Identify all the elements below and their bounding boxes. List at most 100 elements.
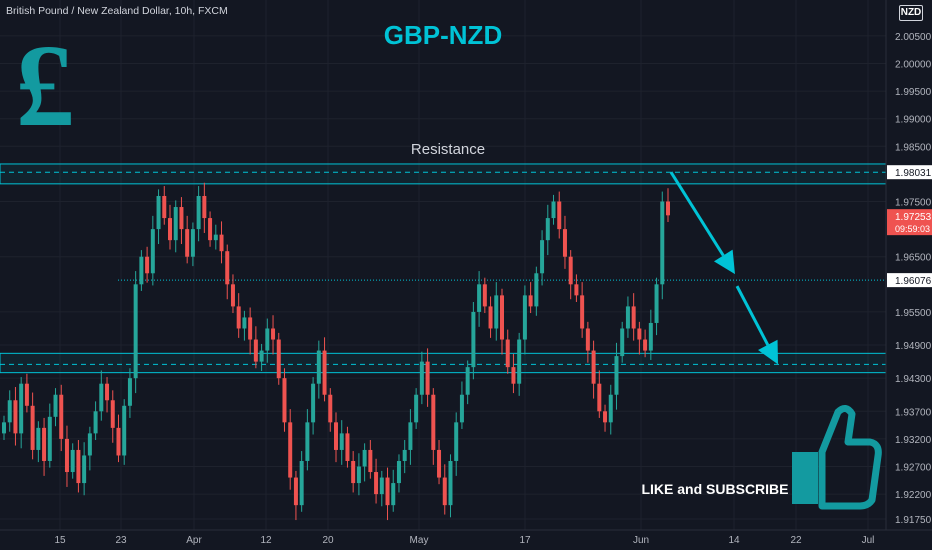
- price-tick-label: 1.93200: [895, 435, 932, 446]
- candle-body: [282, 378, 287, 423]
- candle-body: [442, 477, 447, 506]
- candle-body: [13, 400, 18, 434]
- chart-title: GBP-NZD: [383, 20, 503, 50]
- candle-body: [448, 460, 453, 506]
- candle-body: [494, 295, 499, 329]
- candle-body: [368, 449, 373, 473]
- candle-body: [24, 383, 29, 406]
- candle-body: [402, 449, 407, 461]
- candle-body: [110, 400, 115, 428]
- candle-body: [591, 350, 596, 384]
- candle-body: [654, 284, 659, 323]
- candle-body: [116, 427, 121, 456]
- candle-body: [568, 256, 573, 285]
- candle-body: [168, 218, 172, 241]
- trend-arrow-head: [713, 249, 735, 275]
- candle-body: [293, 477, 298, 506]
- candle-body: [225, 251, 230, 285]
- level-zones: [0, 163, 887, 374]
- price-axis[interactable]: 2.00500 2.00000 1.99500 1.99000 1.98500 1.975…: [885, 0, 932, 530]
- candle-body: [603, 411, 608, 423]
- candle-body: [362, 449, 367, 467]
- current-price-bg: [887, 209, 932, 236]
- resistance-label: Resistance: [410, 141, 486, 158]
- price-tick-label: 1.94300: [895, 374, 932, 385]
- trend-arrow-head: [758, 339, 778, 365]
- candle-body: [156, 195, 161, 230]
- candle-body: [219, 234, 224, 252]
- candle-body: [356, 466, 361, 484]
- support-zone: [0, 352, 887, 374]
- candle-body: [173, 207, 178, 241]
- pound-icon: £: [15, 20, 75, 151]
- candle-body: [105, 383, 110, 401]
- candle-body: [236, 306, 241, 329]
- candle-body: [316, 350, 321, 384]
- price-tick-label: 1.95500: [895, 308, 932, 319]
- candle-body: [414, 394, 419, 423]
- candle-body: [202, 195, 207, 219]
- candle-body: [345, 433, 350, 461]
- candle-body: [585, 328, 590, 351]
- time-axis[interactable]: 15 23 Apr 12 20 May 17 Jun 14 22 Jul: [0, 529, 932, 546]
- candle-body: [36, 427, 41, 450]
- price-tick-label: 2.00000: [895, 59, 932, 70]
- candle-body: [643, 339, 648, 351]
- candle-body: [334, 422, 338, 450]
- candle-body: [625, 306, 630, 329]
- candle-body: [545, 218, 550, 241]
- candle-body: [7, 400, 12, 423]
- candle-body: [385, 477, 390, 506]
- candle-body: [242, 317, 247, 329]
- candle-body: [488, 306, 493, 329]
- candle-body: [47, 416, 52, 461]
- candle-body: [562, 229, 567, 257]
- candle-body: [574, 284, 579, 296]
- time-tick-label: Jun: [633, 535, 649, 546]
- candle-body: [150, 229, 155, 274]
- candle-body: [185, 229, 190, 257]
- trend-arrow-shaft: [669, 171, 725, 257]
- resistance-price-tag: 1.98031: [895, 168, 932, 179]
- candle-body: [425, 361, 430, 395]
- price-tick-label: 1.99500: [895, 87, 932, 98]
- candle-body: [666, 201, 670, 216]
- mid-price-tag: 1.96076: [895, 276, 932, 287]
- candle-body: [522, 295, 527, 340]
- candle-body: [511, 367, 516, 384]
- time-tick-label: 14: [728, 535, 740, 546]
- time-tick-label: 17: [519, 535, 531, 546]
- candle-body: [208, 218, 213, 241]
- time-tick-label: May: [410, 535, 429, 546]
- candle-body: [648, 322, 653, 351]
- price-tick-label: 1.99000: [895, 115, 932, 126]
- currency-badge[interactable]: NZD: [899, 5, 923, 21]
- candle-body: [517, 339, 522, 384]
- candle-body: [253, 339, 258, 362]
- candle-body: [608, 394, 613, 423]
- candle-body: [482, 284, 487, 307]
- price-tick-label: 1.91750: [895, 515, 932, 526]
- time-tick-label: 12: [260, 535, 272, 546]
- candle-body: [265, 328, 270, 351]
- price-tick-label: 1.93700: [895, 407, 932, 418]
- price-tick-label: 1.92700: [895, 463, 932, 474]
- candle-body: [299, 460, 304, 506]
- candle-body: [339, 433, 344, 450]
- candle-body: [190, 229, 195, 257]
- time-tick-label: 22: [790, 535, 802, 546]
- price-tick-label: 1.98500: [895, 142, 932, 153]
- candle-body: [162, 195, 167, 219]
- candle-body: [99, 383, 104, 412]
- price-tick-label: 2.00500: [895, 32, 932, 43]
- candle-body: [259, 350, 264, 362]
- candle-body: [459, 394, 464, 423]
- candle-body: [87, 433, 92, 456]
- candle-body: [614, 356, 619, 395]
- candle-body: [311, 383, 316, 423]
- candle-body: [465, 367, 470, 395]
- candle-body: [534, 273, 539, 307]
- candle-body: [374, 472, 379, 495]
- candle-body: [597, 383, 602, 412]
